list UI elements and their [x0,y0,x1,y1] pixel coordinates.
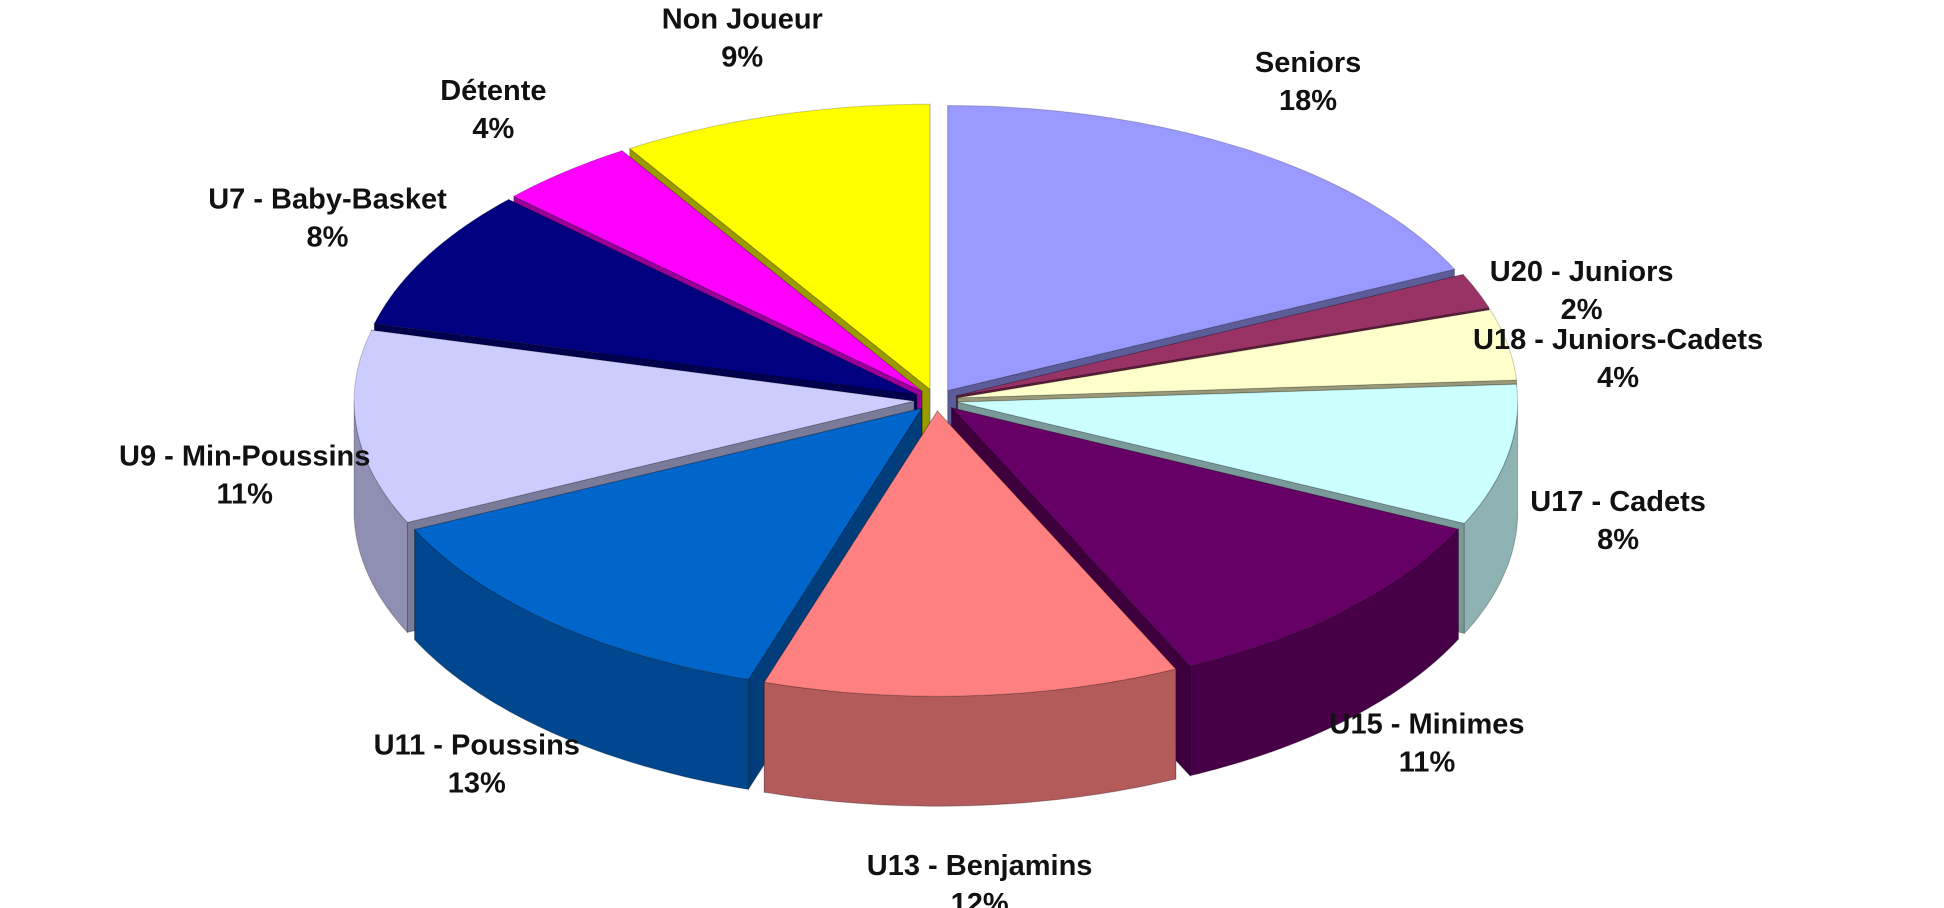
slice-value-label: 12% [951,888,1009,908]
slice-value-label: 4% [472,113,514,145]
pie-slice [956,273,1490,397]
slice-label: Détente [440,75,546,107]
slice-value-label: 2% [1561,294,1603,326]
slice-label: Seniors [1255,47,1361,79]
pie-slice [947,104,1456,392]
slice-value-label: 11% [1399,746,1456,778]
slice-label: U7 - Baby-Basket [208,183,447,215]
slice-value-label: 11% [216,478,273,510]
slice-label: U9 - Min-Poussins [119,440,370,472]
slice-value-label: 13% [448,767,506,799]
slice-value-label: 8% [1597,524,1639,556]
slice-label: U11 - Poussins [374,729,580,761]
slice-label: U20 - Juniors [1490,256,1674,288]
slice-value-label: 4% [1597,362,1639,394]
pie-slice [628,103,931,391]
slice-label: Non Joueur [662,3,823,35]
slice-side [1463,402,1519,635]
pie-slice [957,309,1518,399]
pie-slice [413,407,923,680]
slice-label: U15 - Minimes [1330,708,1525,740]
pie-slice [512,150,923,392]
pie-slice [957,383,1519,524]
slice-label: U17 - Cadets [1530,486,1706,518]
slice-value-label: 18% [1279,85,1337,117]
pie-slice [763,410,1177,697]
slice-label: U18 - Juniors-Cadets [1473,324,1763,356]
pie-slice [373,198,917,396]
slice-label: U13 - Benjamins [867,850,1093,882]
slice-side [1189,528,1459,777]
pie-slice [950,407,1460,667]
slice-side [353,401,408,634]
pie-slice [353,329,915,523]
slice-value-label: 9% [721,41,763,73]
slice-value-label: 8% [307,221,349,253]
